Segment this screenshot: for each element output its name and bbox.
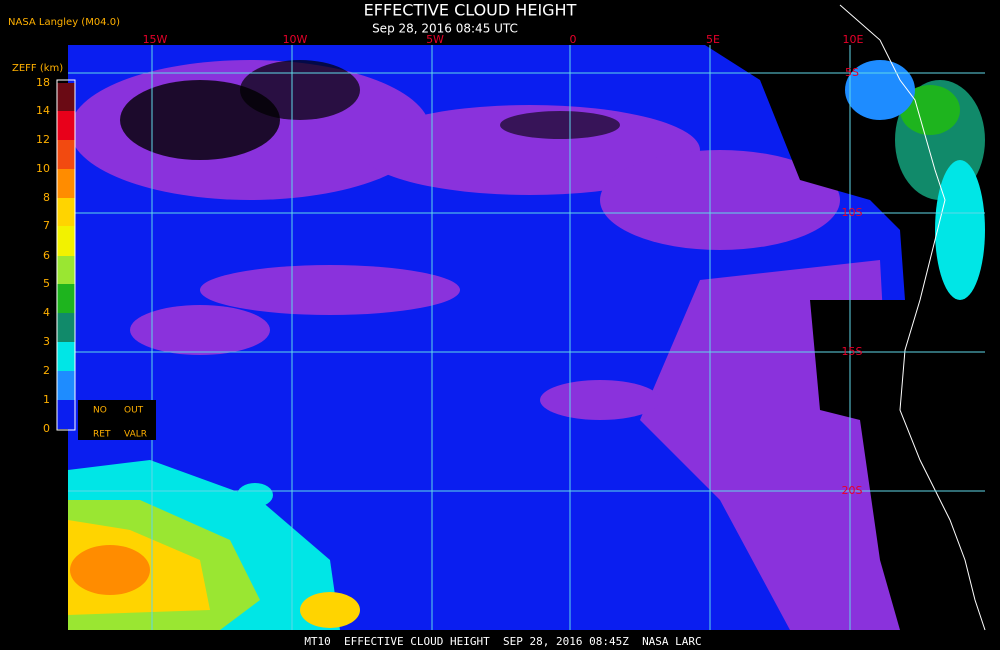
- legend-tick-label: 2: [43, 364, 50, 377]
- legend-tick-label: 7: [43, 219, 50, 232]
- legend-tick-label: 3: [43, 335, 50, 348]
- legend-tick-label: 10: [36, 162, 50, 175]
- longitude-label: 5E: [706, 33, 720, 46]
- longitude-label: 10W: [283, 33, 308, 46]
- legend-tick-label: 0: [43, 422, 50, 435]
- legend-swatch: [57, 284, 75, 313]
- longitude-label: 15W: [143, 33, 168, 46]
- legend-tick-label: 12: [36, 133, 50, 146]
- lat-lon-grid: 15W 10W 5W 0 5E 10E 5S 10S 15S 20S: [68, 33, 985, 630]
- legend-note: OUT: [124, 406, 144, 416]
- credit: NASA Langley (M04.0): [8, 17, 120, 28]
- legend-tick-label: 8: [43, 191, 50, 204]
- legend-tick-label: 14: [36, 104, 50, 117]
- legend-swatch: [57, 140, 75, 169]
- footer-caption: MT10 EFFECTIVE CLOUD HEIGHT SEP 28, 2016…: [304, 635, 701, 648]
- latitude-label: 5S: [845, 66, 859, 79]
- latitude-label: 20S: [842, 484, 863, 497]
- latitude-label: 10S: [842, 206, 863, 219]
- legend-swatch: [57, 371, 75, 400]
- legend-note: VALR: [124, 430, 147, 440]
- longitude-label: 10E: [843, 33, 864, 46]
- legend-swatch: [57, 169, 75, 198]
- legend-tick-label: 6: [43, 249, 50, 262]
- legend-swatch: [57, 111, 75, 140]
- title: EFFECTIVE CLOUD HEIGHT: [364, 1, 577, 20]
- legend-frame: [56, 79, 76, 431]
- legend-swatch: [57, 342, 75, 371]
- legend-title: ZEFF (km): [12, 63, 63, 74]
- legend-swatch: [57, 400, 75, 429]
- longitude-label: 5W: [426, 33, 444, 46]
- legend-tick-label: 18: [36, 76, 50, 89]
- legend-box: [78, 400, 156, 440]
- longitude-label: 0: [570, 33, 577, 46]
- legend-swatch: [57, 83, 75, 111]
- legend-tick-label: 4: [43, 306, 50, 319]
- legend-swatch: [57, 313, 75, 342]
- legend-tick-label: 1: [43, 393, 50, 406]
- legend-swatch: [57, 226, 75, 256]
- legend-note: RET: [93, 430, 111, 440]
- legend-swatch: [57, 256, 75, 284]
- subtitle: Sep 28, 2016 08:45 UTC: [372, 22, 518, 36]
- legend-swatch: [57, 198, 75, 226]
- map-image: [68, 4, 986, 631]
- legend-tick-label: 5: [43, 277, 50, 290]
- legend-note: NO: [93, 406, 107, 416]
- latitude-label: 15S: [842, 345, 863, 358]
